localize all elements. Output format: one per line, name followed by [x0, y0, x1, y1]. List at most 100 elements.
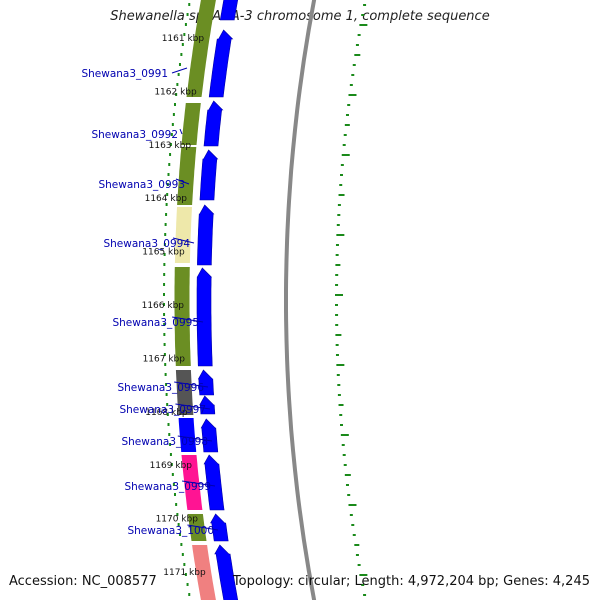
ruler-dot — [163, 323, 166, 326]
gene-label: Shewana3_0991 — [81, 68, 168, 80]
category-segment — [175, 370, 194, 415]
gene-label: Shewana3_0997 — [119, 404, 206, 416]
gene-leader-line — [171, 67, 188, 74]
gene-leader-line — [181, 480, 216, 487]
gc-dot — [342, 454, 346, 456]
ruler-dot — [163, 263, 166, 266]
chromosome-backbone — [284, 0, 317, 600]
ruler-dot — [184, 23, 187, 26]
ruler-dot — [186, 583, 189, 586]
gc-dot — [347, 104, 351, 106]
ruler-dot — [175, 93, 178, 96]
ruler-dot — [169, 443, 172, 446]
gene-arrow — [203, 100, 224, 147]
gc-dot — [359, 24, 368, 26]
gc-dot — [335, 324, 339, 326]
gene-label: Shewana3_0992 — [91, 129, 178, 141]
gc-dot — [341, 154, 350, 156]
gc-dot — [337, 214, 341, 216]
gene-leader-line — [174, 381, 209, 388]
gc-dot — [352, 64, 356, 66]
gc-dot — [336, 374, 340, 376]
gc-dot — [354, 54, 361, 56]
gene-label: Shewana3_0994 — [103, 238, 190, 250]
gc-dot — [344, 124, 350, 126]
category-segment — [187, 514, 207, 541]
category-segment — [178, 418, 197, 452]
gc-dot — [340, 424, 344, 426]
gc-dot — [335, 244, 339, 246]
gene-arrow — [197, 204, 215, 266]
ruler-dot — [165, 383, 168, 386]
ruler-dot — [167, 423, 170, 426]
gene-arrow — [208, 29, 234, 98]
gc-dot — [337, 394, 341, 396]
ruler-dot — [167, 173, 170, 176]
gc-dot — [340, 434, 349, 436]
kbp-tick-label: 1171 kbp — [163, 568, 206, 578]
gc-dot — [348, 94, 357, 96]
gc-dot — [337, 384, 341, 386]
ruler-dot — [178, 63, 181, 66]
gc-dot — [343, 464, 347, 466]
gene-arrow — [214, 544, 239, 600]
ruler-dot — [164, 233, 167, 236]
ruler-dot — [166, 413, 169, 416]
kbp-tick-label: 1167 kbp — [143, 354, 186, 364]
ruler-dot — [177, 73, 180, 76]
gc-dot — [354, 544, 360, 546]
ruler-dot — [163, 273, 166, 276]
gc-dot — [335, 294, 344, 296]
gene-label: Shewana3_0993 — [98, 179, 185, 191]
ruler-dot — [163, 333, 166, 336]
gene-arrow — [210, 513, 229, 542]
topology-text: Topology: circular; Length: 4,972,204 bp… — [232, 574, 590, 589]
gc-dot — [357, 34, 361, 36]
gene-arrow — [219, 0, 239, 21]
gc-dot — [343, 134, 347, 136]
ruler-dot — [170, 463, 173, 466]
gc-dot — [355, 44, 359, 46]
ruler-dot — [168, 433, 171, 436]
kbp-tick-label: 1166 kbp — [142, 301, 185, 311]
gc-dot — [342, 144, 346, 146]
gc-dot — [339, 184, 343, 186]
ruler-dot — [163, 343, 166, 346]
gc-dot — [355, 554, 359, 556]
ruler-dot — [186, 13, 189, 16]
ruler-dot — [183, 33, 186, 36]
ruler-dot — [164, 373, 167, 376]
kbp-ruler — [163, 3, 191, 596]
ruler-dot — [163, 353, 166, 356]
gene-arrow — [200, 418, 219, 453]
gc-dot — [361, 584, 365, 586]
gene-arrow — [199, 395, 216, 415]
gc-dot — [351, 74, 355, 76]
gc-dot — [351, 524, 355, 526]
kbp-tick-labels: 1161 kbp 1162 kbp 1163 kbp 1164 kbp 1165 kbp… — [142, 34, 206, 578]
gene-label: Shewana3_0996 — [117, 382, 204, 394]
gene-arrow-track — [196, 0, 239, 600]
gc-dot — [349, 514, 353, 516]
ruler-dot — [184, 573, 187, 576]
gene-label: Shewana3_0995 — [112, 317, 199, 329]
ruler-dot — [175, 503, 178, 506]
kbp-tick-label: 1170 kbp — [156, 515, 199, 525]
ruler-dot — [165, 213, 168, 216]
gc-dot — [363, 4, 367, 6]
gc-dot — [341, 444, 345, 446]
gene-arrow — [197, 369, 215, 396]
gene-leader-line — [175, 403, 211, 410]
gc-dot — [345, 114, 349, 116]
gc-dot — [340, 174, 344, 176]
gc-dot — [339, 414, 343, 416]
gc-dot — [335, 274, 339, 276]
gc-dot — [335, 264, 341, 266]
gc-dot — [344, 474, 351, 476]
ruler-dot — [188, 3, 191, 6]
ruler-dot — [177, 523, 180, 526]
ruler-dot — [188, 593, 191, 596]
kbp-tick-label: 1165 kbp — [142, 248, 185, 258]
outer-gc-track — [335, 4, 368, 596]
